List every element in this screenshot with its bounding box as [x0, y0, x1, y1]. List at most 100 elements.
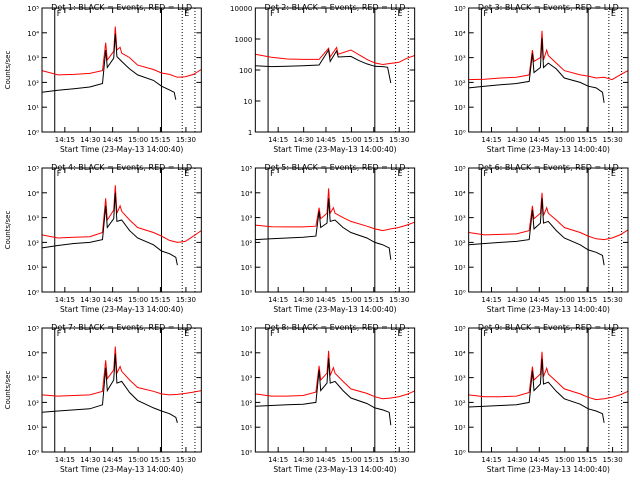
x-tick-label: 15:00	[555, 296, 575, 304]
x-axis-label: Start Time (23-May-13 14:00:40)	[487, 145, 610, 154]
series-line-events	[41, 33, 177, 100]
flag-letter: F	[57, 169, 62, 178]
x-axis-label: Start Time (23-May-13 14:00:40)	[487, 465, 610, 474]
plot-frame	[254, 167, 416, 293]
x-tick-label: 14:15	[481, 456, 501, 464]
x-axis-label: Start Time (23-May-13 14:00:40)	[60, 145, 183, 154]
plot-frame	[254, 327, 416, 453]
x-tick-label: 14:30	[294, 296, 314, 304]
series-line-lld	[41, 185, 202, 243]
x-axis-label: Start Time (23-May-13 14:00:40)	[60, 305, 183, 314]
y-tick-label: 10	[243, 98, 252, 106]
x-tick-label: 15:00	[555, 456, 575, 464]
panel-title: Det 4: BLACK = Events, RED = LLD	[51, 163, 192, 172]
x-tick-label: 15:30	[602, 136, 622, 144]
y-tick-label: 10³	[241, 215, 253, 223]
y-tick-label: 10¹	[241, 264, 253, 272]
x-tick-label: 14:15	[268, 296, 288, 304]
y-tick-label: 10⁵	[27, 5, 39, 13]
panel-det-9: F E 10⁰ 10¹ 10² 10³ 10⁴ 10⁵ 14:15 14:30 14:45 15:00…	[454, 323, 629, 474]
y-tick-label: 10²	[241, 239, 253, 247]
y-tick-label: 1000	[235, 36, 253, 44]
y-tick-label: 10¹	[454, 104, 466, 112]
x-tick-label: 15:15	[364, 136, 384, 144]
x-tick-label: 15:15	[577, 456, 597, 464]
plot-frame	[468, 7, 629, 133]
panel-title: Det 1: BLACK = Events, RED = LLD	[51, 3, 192, 12]
series-line-lld	[468, 351, 629, 401]
flag-letter: F	[57, 9, 62, 18]
y-tick-label: 10⁵	[454, 5, 466, 13]
flag-letter: F	[483, 169, 488, 178]
y-tick-label: 10⁵	[454, 325, 466, 333]
x-tick-label: 14:30	[294, 456, 314, 464]
panel-det-8: F E 10⁰ 10¹ 10² 10³ 10⁴ 10⁵ 14:15 14:30 14:45 15:00…	[241, 323, 416, 474]
y-tick-label: 10²	[454, 239, 466, 247]
plot-frame	[41, 7, 202, 133]
series-line-lld	[468, 30, 629, 81]
x-tick-label: 14:30	[294, 136, 314, 144]
x-tick-label: 14:45	[316, 296, 336, 304]
x-tick-label: 14:15	[481, 136, 501, 144]
x-tick-label: 15:15	[150, 456, 170, 464]
x-tick-label: 15:30	[389, 296, 409, 304]
y-axis-label: Counts/sec	[4, 51, 12, 90]
series-line-events	[468, 38, 605, 103]
y-tick-label: 10²	[27, 239, 39, 247]
flag-letter: F	[270, 9, 275, 18]
x-tick-label: 14:30	[80, 136, 100, 144]
y-tick-label: 10³	[454, 215, 466, 223]
panel-det-6: F E 10⁰ 10¹ 10² 10³ 10⁴ 10⁵ 14:15 14:30 14:45 15:00…	[454, 163, 629, 314]
y-tick-label: 10³	[241, 375, 253, 383]
plot-frame	[468, 167, 629, 293]
panel-title: Det 5: BLACK = Events, RED = LLD	[265, 163, 406, 172]
x-tick-label: 15:00	[341, 456, 361, 464]
panel-title: Det 8: BLACK = Events, RED = LLD	[265, 323, 406, 332]
flag-letter: F	[483, 329, 488, 338]
flag-letter: E	[611, 329, 616, 338]
x-tick-label: 15:30	[602, 456, 622, 464]
y-tick-label: 10⁴	[454, 190, 466, 198]
plot-frame	[41, 327, 202, 453]
flag-letter: F	[57, 329, 62, 338]
flag-letter: E	[398, 169, 403, 178]
plot-frame	[41, 167, 202, 293]
x-axis-label: Start Time (23-May-13 14:00:40)	[273, 145, 396, 154]
x-tick-label: 14:15	[481, 296, 501, 304]
x-tick-label: 15:00	[341, 136, 361, 144]
x-tick-label: 14:30	[507, 136, 527, 144]
y-tick-label: 10⁰	[27, 129, 39, 137]
y-tick-label: 10²	[241, 399, 253, 407]
plot-frame	[254, 7, 416, 133]
panel-title: Det 2: BLACK = Events, RED = LLD	[265, 3, 406, 12]
x-tick-label: 14:30	[507, 456, 527, 464]
x-tick-label: 15:30	[389, 456, 409, 464]
x-tick-label: 14:45	[529, 296, 549, 304]
y-tick-label: 10³	[454, 55, 466, 63]
x-tick-label: 14:45	[529, 136, 549, 144]
y-tick-label: 10⁰	[27, 449, 39, 457]
x-tick-label: 14:45	[316, 456, 336, 464]
y-tick-label: 10¹	[454, 424, 466, 432]
y-tick-label: 100	[239, 67, 252, 75]
y-tick-label: 10³	[27, 55, 39, 63]
y-tick-label: 10¹	[454, 264, 466, 272]
y-tick-label: 1	[248, 129, 252, 137]
y-tick-label: 10000	[230, 5, 252, 13]
y-tick-label: 10¹	[27, 264, 39, 272]
y-tick-label: 10⁵	[241, 325, 253, 333]
x-tick-label: 15:30	[176, 456, 196, 464]
y-tick-label: 10⁰	[454, 289, 466, 297]
panel-det-5: F E 10⁰ 10¹ 10² 10³ 10⁴ 10⁵ 14:15 14:30 14:45 15:00…	[241, 163, 416, 314]
y-tick-label: 10⁵	[27, 165, 39, 173]
y-axis-label: Counts/sec	[4, 371, 12, 410]
x-tick-label: 14:45	[316, 136, 336, 144]
x-tick-label: 15:00	[555, 136, 575, 144]
x-tick-label: 15:30	[389, 136, 409, 144]
y-tick-label: 10⁰	[454, 129, 466, 137]
y-tick-label: 10³	[27, 375, 39, 383]
x-tick-label: 15:30	[176, 296, 196, 304]
flag-letter: E	[398, 329, 403, 338]
